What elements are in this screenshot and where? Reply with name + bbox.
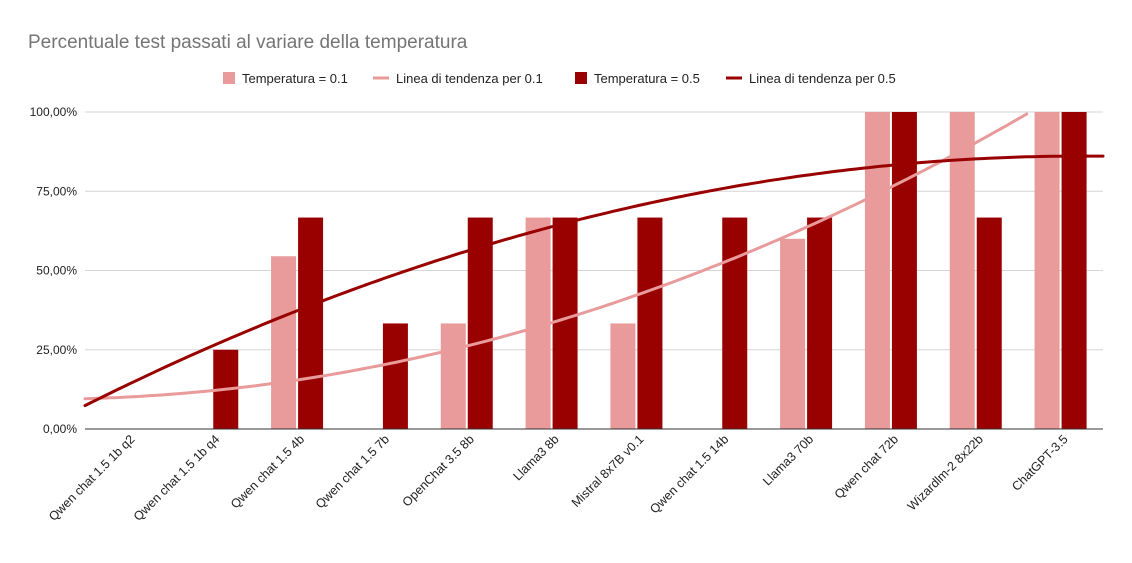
bar-temp-05 <box>722 217 748 429</box>
bar-temp-01 <box>1034 112 1060 429</box>
legend-swatch-temp-01 <box>223 72 235 84</box>
bar-temp-05 <box>467 217 493 429</box>
legend-label-temp-01: Temperatura = 0.1 <box>242 71 348 86</box>
bar-temp-05 <box>807 217 833 429</box>
x-category-label: Mistral 8x7B v0.1 <box>569 432 647 510</box>
bar-temp-01 <box>610 323 636 429</box>
chart-title: Percentuale test passati al variare dell… <box>28 32 468 53</box>
legend-label-temp-05: Temperatura = 0.5 <box>594 71 700 86</box>
trendlines <box>83 112 1105 408</box>
bar-temp-05 <box>637 217 663 429</box>
bar-temp-05 <box>976 217 1002 429</box>
legend: Temperatura = 0.1 Linea di tendenza per … <box>223 71 896 86</box>
x-category-label: Llama3 8b <box>511 432 562 483</box>
x-category-label: ChatGPT-3.5 <box>1009 432 1071 494</box>
legend-swatch-temp-05 <box>575 72 587 84</box>
bar-temp-01 <box>949 112 975 429</box>
bar-temp-01 <box>440 323 466 429</box>
bars <box>213 112 1087 429</box>
bar-temp-01 <box>271 256 297 429</box>
trendline-temp-01 <box>83 112 1029 401</box>
bar-temp-01 <box>864 112 890 429</box>
y-tick-label: 50,00% <box>36 264 77 278</box>
x-category-label: Wizardlm-2 8x22b <box>905 432 986 513</box>
x-category-label: Qwen chat 72b <box>832 432 901 501</box>
y-tick-label: 100,00% <box>30 105 78 119</box>
x-category-label: Qwen chat 1.5 1b q4 <box>131 432 223 524</box>
bar-temp-01 <box>780 238 806 429</box>
y-tick-label: 75,00% <box>36 184 77 198</box>
bar-temp-05 <box>1061 112 1087 429</box>
bar-temp-05 <box>891 112 917 429</box>
bar-temp-05 <box>552 217 578 429</box>
x-category-label: Llama3 70b <box>760 432 816 488</box>
gridlines <box>85 111 1103 351</box>
x-category-label: Qwen chat 1.5 7b <box>313 432 392 511</box>
bar-temp-05 <box>298 217 324 429</box>
trendline-temp-05 <box>83 154 1105 408</box>
x-category-label: OpenChat 3.5 8b <box>400 432 477 509</box>
legend-label-trend-05: Linea di tendenza per 0.5 <box>749 71 896 86</box>
y-tick-label: 25,00% <box>36 343 77 357</box>
y-axis: 0,00% 25,00% 50,00% 75,00% 100,00% <box>30 105 78 436</box>
x-category-label: Qwen chat 1.5 1b q2 <box>46 432 138 524</box>
x-category-label: Qwen chat 1.5 14b <box>647 432 731 516</box>
bar-temp-05 <box>382 323 408 429</box>
legend-label-trend-01: Linea di tendenza per 0.1 <box>396 71 543 86</box>
x-category-label: Qwen chat 1.5 4b <box>228 432 307 511</box>
y-tick-label: 0,00% <box>43 422 77 436</box>
